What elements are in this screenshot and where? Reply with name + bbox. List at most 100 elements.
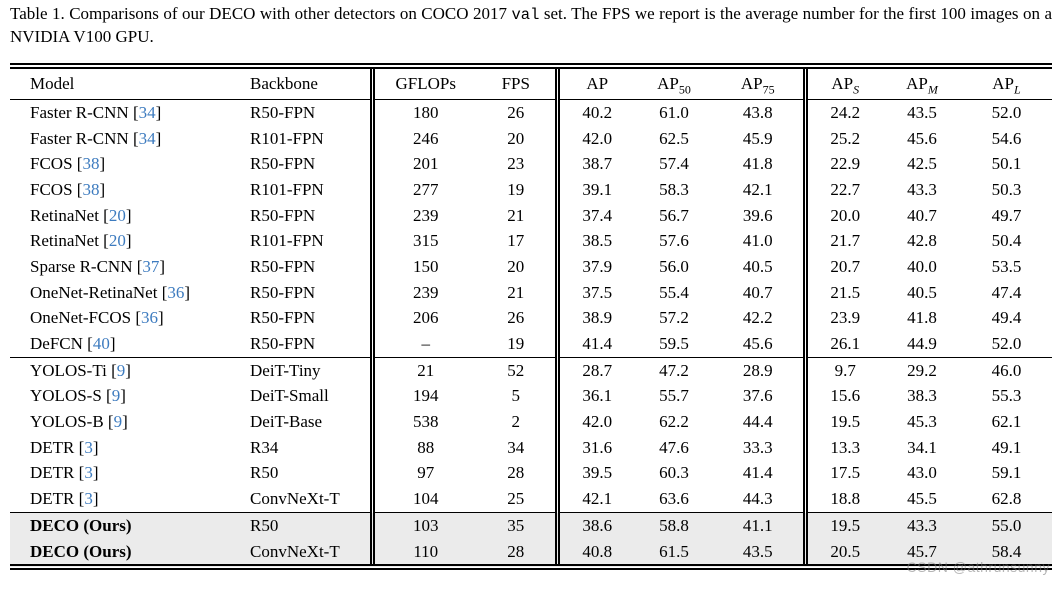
col-header-ap50: AP50 xyxy=(635,66,713,100)
cell-apl: 49.1 xyxy=(991,437,1022,457)
cell-ap50: 59.5 xyxy=(635,331,713,358)
citation-bracket: ] xyxy=(184,282,191,302)
header-label: AP xyxy=(831,74,854,93)
citation-bracket: ] xyxy=(157,308,164,328)
citation-link[interactable]: 38 xyxy=(82,179,100,199)
cell-ap75: 41.0 xyxy=(742,231,773,251)
cell-gflops: 239 xyxy=(369,279,477,306)
header-subscript: 75 xyxy=(762,82,775,97)
cell-model: DETR [3] xyxy=(10,486,240,514)
cell-ap50: 57.2 xyxy=(659,308,689,328)
cell-ap50: 62.5 xyxy=(659,128,689,148)
citation-bracket: [ xyxy=(132,256,143,276)
cell-model: YOLOS-Ti [9] xyxy=(10,357,240,383)
cell-apl: 50.1 xyxy=(991,154,1022,174)
col-header-aps: APS xyxy=(802,66,883,100)
cell-gflops: 180 xyxy=(369,99,477,126)
cell-ap50: 58.8 xyxy=(659,515,689,535)
citation-link[interactable]: 3 xyxy=(84,489,93,509)
model-name: DeFCN xyxy=(30,334,83,354)
cell-gflops: 277 xyxy=(369,177,477,203)
cell-apl: 53.5 xyxy=(991,256,1022,276)
cell-ap: 39.1 xyxy=(554,177,635,203)
citation-bracket: [ xyxy=(72,179,83,199)
cell-apl: 47.4 xyxy=(991,282,1022,302)
cell-backbone: DeiT-Small xyxy=(250,386,329,406)
citation-link[interactable]: 9 xyxy=(113,412,123,432)
cell-ap50: 61.5 xyxy=(659,541,689,561)
citation-bracket: ] xyxy=(92,489,99,509)
cell-gflops: 201 xyxy=(369,151,477,178)
cell-backbone: R50 xyxy=(250,463,279,483)
caption-text-after: set. The FPS we report is the average nu… xyxy=(10,4,1053,46)
cell-fps: 52 xyxy=(507,360,525,380)
citation-link[interactable]: 40 xyxy=(92,334,110,354)
col-header-model: Model xyxy=(10,66,240,100)
cell-backbone: R50-FPN xyxy=(250,102,316,122)
citation-bracket: ] xyxy=(125,360,131,380)
cell-apm: 45.5 xyxy=(883,486,961,514)
results-table: Model Backbone GFLOPs FPS AP AP50 AP75 A… xyxy=(10,63,1052,571)
cell-ap75: 44.4 xyxy=(742,412,773,432)
cell-backbone: R50 xyxy=(250,515,279,535)
citation-link[interactable]: 20 xyxy=(108,231,126,251)
table-caption: Table 1. Comparisons of our DECO with ot… xyxy=(10,3,1052,48)
model-name: DECO (Ours) xyxy=(30,541,132,561)
cell-apm: 43.3 xyxy=(907,515,937,535)
model-name: DECO (Ours) xyxy=(30,515,132,535)
cell-apm: 45.6 xyxy=(907,128,937,148)
citation-bracket: ] xyxy=(155,102,162,122)
citation-bracket: ] xyxy=(125,231,132,251)
cell-backbone: R50-FPN xyxy=(250,205,316,225)
citation-link[interactable]: 9 xyxy=(116,360,126,380)
cell-backbone: ConvNeXt-T xyxy=(250,541,340,561)
cell-ap50: 60.3 xyxy=(659,463,689,483)
citation-link[interactable]: 34 xyxy=(138,128,156,148)
cell-model: DETR [3] xyxy=(10,435,240,461)
citation-bracket: ] xyxy=(122,412,128,432)
citation-link[interactable]: 36 xyxy=(140,308,158,328)
cell-model: FCOS [38] xyxy=(10,151,240,177)
citation-link[interactable]: 38 xyxy=(82,154,100,174)
col-header-backbone: Backbone xyxy=(240,66,372,100)
citation-link[interactable]: 9 xyxy=(111,386,121,406)
cell-apl: 49.4 xyxy=(991,308,1022,328)
cell-ap: 37.5 xyxy=(554,279,635,306)
cell-apm: 38.3 xyxy=(907,386,937,406)
cell-aps: 21.5 xyxy=(802,279,883,306)
citation-bracket: [ xyxy=(74,437,85,457)
cell-apl: 55.0 xyxy=(991,515,1022,535)
cell-backbone: ConvNeXt-T xyxy=(240,486,372,514)
table-row: OneNet-RetinaNet [36] R50-FPN 239 21 37.5 55.… xyxy=(10,279,1052,306)
table-row: Faster R-CNN [34] R50-FPN 180 26 40.2 61.0 43.… xyxy=(10,99,1052,126)
citation-link[interactable]: 20 xyxy=(108,205,126,225)
col-header-fps: FPS xyxy=(477,66,557,100)
citation-link[interactable]: 37 xyxy=(142,256,160,276)
citation-bracket: [ xyxy=(74,489,85,509)
cell-ap75: 42.2 xyxy=(742,308,773,328)
caption-text-before: Table 1. Comparisons of our DECO with ot… xyxy=(10,4,512,23)
cell-ap50: 55.4 xyxy=(659,282,689,302)
watermark: CSDN @athrunsunny xyxy=(906,559,1050,575)
cell-model: FCOS [38] xyxy=(10,177,240,203)
cell-ap: 28.7 xyxy=(554,357,635,384)
cell-ap50: 56.7 xyxy=(659,205,689,225)
citation-bracket: [ xyxy=(128,102,139,122)
cell-apl: 50.4 xyxy=(991,231,1022,251)
cell-apm: 29.2 xyxy=(907,360,937,380)
cell-ap: 42.0 xyxy=(554,409,635,435)
citation-link[interactable]: 3 xyxy=(84,463,93,483)
cell-apm: 43.5 xyxy=(907,102,937,122)
citation-link[interactable]: 3 xyxy=(84,437,93,457)
cell-fps: 26 xyxy=(507,102,525,122)
cell-model: DeFCN [40] xyxy=(10,331,240,358)
citation-link[interactable]: 36 xyxy=(167,282,185,302)
cell-apl: 46.0 xyxy=(991,360,1022,380)
cell-ap: 38.5 xyxy=(554,228,635,255)
cell-fps: 23 xyxy=(507,154,525,174)
cell-model: Faster R-CNN [34] xyxy=(10,126,240,152)
model-name: YOLOS-S xyxy=(30,386,102,406)
cell-fps: 20 xyxy=(507,256,525,276)
citation-link[interactable]: 34 xyxy=(138,102,156,122)
cell-fps: 2 xyxy=(511,412,521,432)
